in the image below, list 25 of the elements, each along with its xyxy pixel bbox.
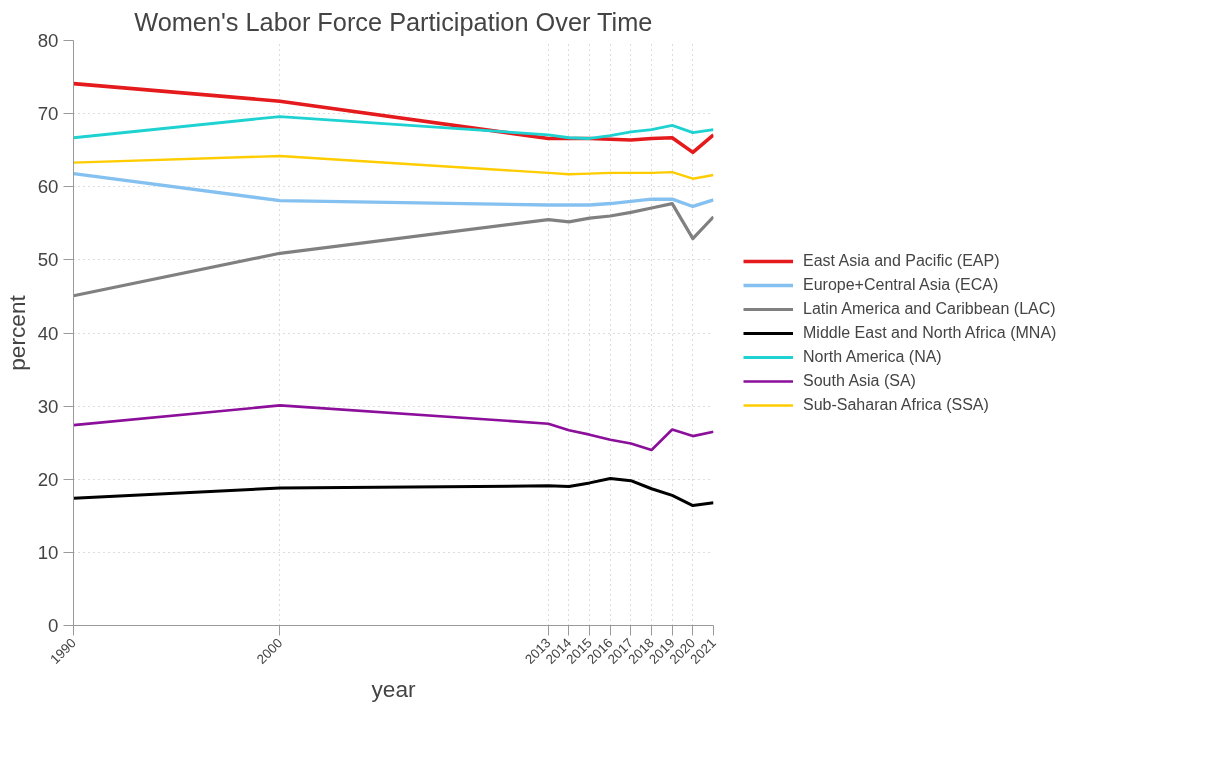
- legend-label: Europe+Central Asia (ECA): [803, 275, 999, 294]
- y-tick-label: 60: [37, 176, 59, 198]
- line-series: [73, 115, 714, 140]
- line-series: [73, 154, 714, 180]
- line-series: [73, 404, 714, 452]
- y-tick-label: 70: [37, 103, 59, 125]
- legend-label: Latin America and Caribbean (LAC): [803, 299, 1056, 318]
- legend-label: North America (NA): [803, 347, 942, 366]
- y-tick-label: 20: [37, 468, 59, 490]
- y-tick-label: 40: [37, 322, 59, 344]
- line-series: [73, 171, 714, 209]
- chart-title: Women's Labor Force Participation Over Time: [134, 7, 653, 36]
- legend-label: Middle East and North Africa (MNA): [803, 323, 1057, 342]
- y-tick-label: 50: [37, 249, 59, 271]
- legend-label: South Asia (SA): [803, 371, 916, 390]
- y-tick-label: 10: [37, 541, 59, 563]
- y-tick-label: 0: [48, 615, 59, 636]
- legend-label: East Asia and Pacific (EAP): [803, 251, 1000, 270]
- y-tick-label: 30: [37, 395, 59, 417]
- line-series: [73, 477, 714, 508]
- y-tick-label: 80: [37, 30, 59, 51]
- line-series: [73, 201, 714, 298]
- legend-label: Sub-Saharan Africa (SSA): [803, 395, 989, 414]
- x-axis-title: year: [371, 675, 416, 702]
- y-axis-title: percent: [3, 294, 30, 371]
